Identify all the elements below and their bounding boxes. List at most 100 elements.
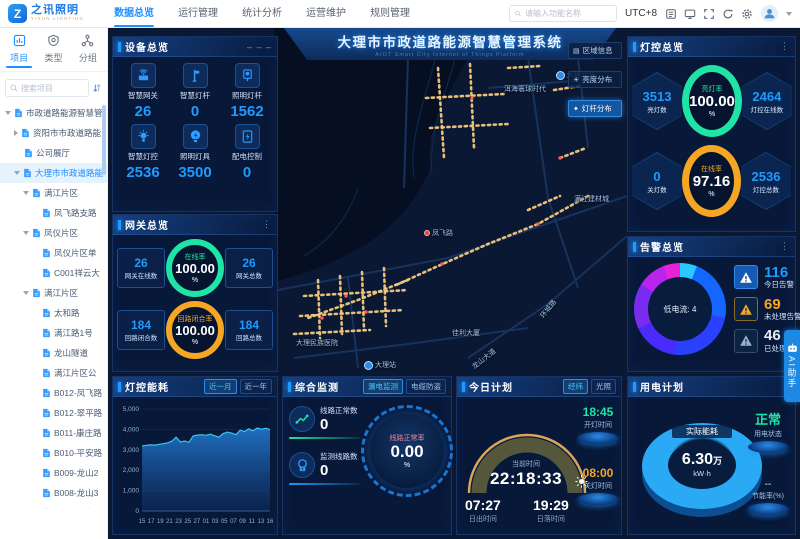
panel-more-icon[interactable]: ⋮ <box>780 41 790 51</box>
tree-item[interactable]: B012-翠平路 <box>0 403 107 423</box>
monitor-icon[interactable] <box>684 8 696 20</box>
sidebar-tab-1[interactable]: 类型 <box>44 34 63 67</box>
range-year-button[interactable]: 近一年 <box>239 379 272 394</box>
timezone-label[interactable]: UTC+8 <box>625 8 657 19</box>
tree-scrollbar[interactable] <box>102 105 106 175</box>
tree-expand-icon[interactable] <box>23 191 29 195</box>
tree-item[interactable]: 满江片区 <box>0 283 107 303</box>
svg-text:05: 05 <box>221 519 228 525</box>
device-stat-label: 智慧灯控 <box>128 152 158 161</box>
brand-logo[interactable]: Z 之讯照明 YIXUN LIGHTING <box>0 4 92 23</box>
online-rate-ring: 在线率 97.16 % <box>682 145 741 217</box>
svg-text:5,000: 5,000 <box>123 406 140 413</box>
pole-distribution-icon: ✦ <box>573 105 579 113</box>
station-marker-icon[interactable] <box>556 70 565 80</box>
sidebar-tab-0[interactable]: 项目 <box>6 34 33 68</box>
document-icon <box>42 328 51 338</box>
red-marker-icon[interactable] <box>424 230 430 236</box>
sidebar-search[interactable] <box>5 79 89 97</box>
device-stat-value: 1562 <box>230 103 264 120</box>
tree-item[interactable]: 公司展厅 <box>0 143 107 163</box>
tree-item[interactable]: B007-龙山5 <box>0 503 107 509</box>
sidebar-tab-2[interactable]: 分组 <box>79 34 97 67</box>
tree-item[interactable]: 满江片区 <box>0 183 107 203</box>
tree-item[interactable]: 凤仪片区单 <box>0 243 107 263</box>
tree-item[interactable]: 满江路1号 <box>0 323 107 343</box>
nav-item-2[interactable]: 统计分析 <box>242 7 283 19</box>
cable-antitheft-button[interactable]: 电缆防盗 <box>406 379 446 394</box>
tree-item[interactable]: C001祥云大 <box>0 263 107 283</box>
tree-item[interactable]: 凤仪片区 <box>0 223 107 243</box>
nav-item-0[interactable]: 数据总览 <box>102 0 166 28</box>
fullscreen-icon[interactable] <box>703 8 715 20</box>
refresh-icon[interactable] <box>722 8 734 20</box>
astro-mode-button[interactable]: 经纬 <box>563 379 588 394</box>
nav-item-1[interactable]: 运行管理 <box>178 7 219 19</box>
nav-item-4[interactable]: 规则管理 <box>370 7 411 19</box>
range-month-button[interactable]: 近一月 <box>204 379 237 394</box>
log-icon[interactable] <box>665 8 677 20</box>
tree-item[interactable]: 凤飞路支路 <box>0 203 107 223</box>
power-box-icon <box>234 124 260 149</box>
tree-item[interactable]: B009-龙山2 <box>0 463 107 483</box>
alarm-label: 未处理告警 <box>764 312 800 322</box>
brand-logo-icon: Z <box>8 4 27 23</box>
alarm-item-1: 69 未处理告警 <box>734 296 800 322</box>
svg-text:2,000: 2,000 <box>123 467 140 474</box>
alarm-label: 已处理告警 <box>764 343 800 353</box>
tree-item[interactable]: 满江片区公 <box>0 363 107 383</box>
tree-item[interactable]: B010-平安路 <box>0 443 107 463</box>
map-label-text: 大理站 <box>375 362 396 369</box>
panel-more-icon[interactable]: ‒ ‒ ‒ <box>246 41 272 52</box>
tree-item-label: 龙山隧道 <box>54 348 89 358</box>
gateway-total-chip: 26 网关总数 <box>225 248 273 288</box>
tree-item[interactable]: 龙山隧道 <box>0 343 107 363</box>
map-label-4: 佳利大厦 <box>452 328 480 338</box>
tree-expand-icon[interactable] <box>5 111 11 115</box>
search-input[interactable] <box>525 9 612 18</box>
tree-item[interactable]: B011-康庄路 <box>0 423 107 443</box>
tree-item[interactable]: 资阳市市政道路能 <box>0 123 107 143</box>
tree-expand-icon[interactable] <box>23 231 29 235</box>
settings-icon[interactable] <box>741 8 753 20</box>
topbar-search[interactable] <box>509 5 618 22</box>
tree-expand-icon[interactable] <box>14 130 18 136</box>
sidebar-tab-label: 分组 <box>78 53 97 63</box>
map-label-2: 满江建材城 <box>574 194 609 204</box>
document-icon <box>32 288 41 298</box>
nav-item-3[interactable]: 运营维护 <box>306 7 347 19</box>
tree-item[interactable]: B012-凤飞路 <box>0 383 107 403</box>
tree-item[interactable]: 市政道路能源智慧管 <box>0 103 107 123</box>
lights-on-hex: 3513 亮灯数 <box>632 72 682 130</box>
panel-title: 今日计划 <box>469 383 513 394</box>
document-icon <box>42 428 51 438</box>
alarm-count: 116 <box>764 263 789 281</box>
tree-item[interactable]: 太和路 <box>0 303 107 323</box>
avatar-caret-icon[interactable] <box>786 11 792 16</box>
light-mode-button[interactable]: 光照 <box>591 379 616 394</box>
energy-area-chart: 0 1,000 2,000 3,000 4,000 5,000 15 17 19 21 23 25 27… <box>113 397 277 534</box>
saving-rate-label: 节能率(%) <box>752 493 784 500</box>
station-marker-icon[interactable] <box>364 360 373 370</box>
sort-icon[interactable] <box>92 83 102 93</box>
panel-title: 网关总览 <box>125 221 169 232</box>
tree-expand-icon[interactable] <box>23 291 29 295</box>
pedestal-shape <box>578 493 618 505</box>
ai-assistant-button[interactable]: AI助手 <box>784 330 800 402</box>
tree-item[interactable]: 大理市市政道路能 <box>0 163 107 183</box>
leakage-monitor-button[interactable]: 漏电监测 <box>363 379 403 394</box>
panel-more-icon[interactable]: ⋮ <box>262 219 272 229</box>
map-button-0[interactable]: ▤ 区域信息 <box>568 42 622 59</box>
tree-item[interactable]: B008-龙山3 <box>0 483 107 503</box>
sun-icon <box>575 475 588 488</box>
map-button-2[interactable]: ✦ 灯杆分布 <box>568 100 622 117</box>
document-icon <box>42 348 51 358</box>
user-avatar[interactable] <box>761 5 778 22</box>
group-icon <box>81 34 94 49</box>
panel-more-icon[interactable]: ⋮ <box>780 241 790 251</box>
map-button-1[interactable]: ☀ 亮度分布 <box>568 71 622 88</box>
panel-title: 灯控总览 <box>640 43 684 54</box>
project-search-input[interactable] <box>21 83 79 93</box>
tree-expand-icon[interactable] <box>14 171 20 175</box>
